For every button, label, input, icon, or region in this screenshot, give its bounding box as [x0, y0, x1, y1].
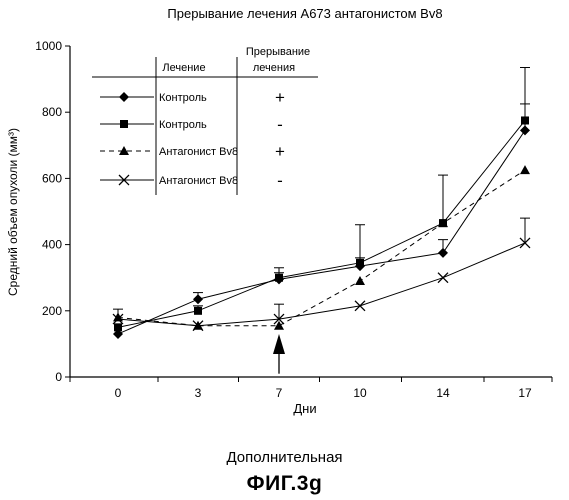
- x-axis-label: Дни: [293, 401, 316, 416]
- legend-header-treatment: Лечение: [162, 62, 205, 74]
- y-axis-label: Средний объем опухоли (мм³): [6, 128, 20, 296]
- y-tick-label: 800: [42, 105, 62, 119]
- interruption-arrow: [273, 334, 285, 374]
- arrow-head: [273, 334, 285, 354]
- x-tick-label: 0: [115, 386, 122, 400]
- legend-label: Контроль: [159, 119, 207, 131]
- legend-label: Антагонист Bv8: [159, 146, 238, 158]
- legend: Лечение Прерывание лечения Контроль + Конт…: [92, 46, 318, 195]
- y-tick-label: 1000: [35, 39, 62, 53]
- series-2: [114, 68, 530, 332]
- legend-interruption: -: [277, 171, 283, 190]
- data-point: [521, 116, 529, 124]
- x-tick-label: 3: [195, 386, 202, 400]
- legend-interruption: +: [275, 142, 285, 161]
- data-point: [194, 307, 202, 315]
- series-line: [118, 243, 525, 326]
- y-tick-label: 200: [42, 304, 62, 318]
- legend-label: Контроль: [159, 92, 207, 104]
- data-point: [438, 248, 448, 258]
- y-tick-label: 0: [55, 370, 62, 384]
- legend-header-interruption-2: лечения: [253, 62, 295, 74]
- axes: 0 200 400 600 800 1000 0 3 7 10 14 17: [35, 39, 552, 400]
- legend-label: Антагонист Bv8: [159, 175, 238, 187]
- x-tick-label: 7: [276, 386, 283, 400]
- legend-marker: [120, 120, 128, 128]
- data-point: [438, 273, 448, 283]
- series-layer: [113, 68, 530, 339]
- series-4: [113, 218, 530, 331]
- x-tick-label: 10: [353, 386, 367, 400]
- x-tick-label: 14: [436, 386, 450, 400]
- data-point: [275, 274, 283, 282]
- figure-subtitle: Дополнительная: [0, 449, 569, 466]
- chart-title: Прерывание лечения A673 антагонистом Bv8: [167, 6, 442, 21]
- data-point: [520, 125, 530, 135]
- data-point: [114, 323, 122, 331]
- data-point: [520, 165, 530, 174]
- series-line: [118, 170, 525, 326]
- figure-caption: ФИГ.3g: [0, 472, 569, 496]
- y-tick-label: 400: [42, 238, 62, 252]
- data-point: [193, 294, 203, 304]
- data-point: [355, 276, 365, 285]
- data-point: [113, 312, 123, 321]
- series-3: [113, 165, 530, 330]
- data-point: [356, 259, 364, 267]
- legend-interruption: -: [277, 115, 283, 134]
- y-tick-label: 600: [42, 171, 62, 185]
- series-line: [118, 130, 525, 334]
- legend-header-interruption-1: Прерывание: [246, 46, 310, 58]
- legend-marker: [119, 92, 129, 102]
- series-1: [113, 104, 530, 339]
- x-tick-label: 17: [518, 386, 532, 400]
- data-point: [355, 301, 365, 311]
- legend-interruption: +: [275, 88, 285, 107]
